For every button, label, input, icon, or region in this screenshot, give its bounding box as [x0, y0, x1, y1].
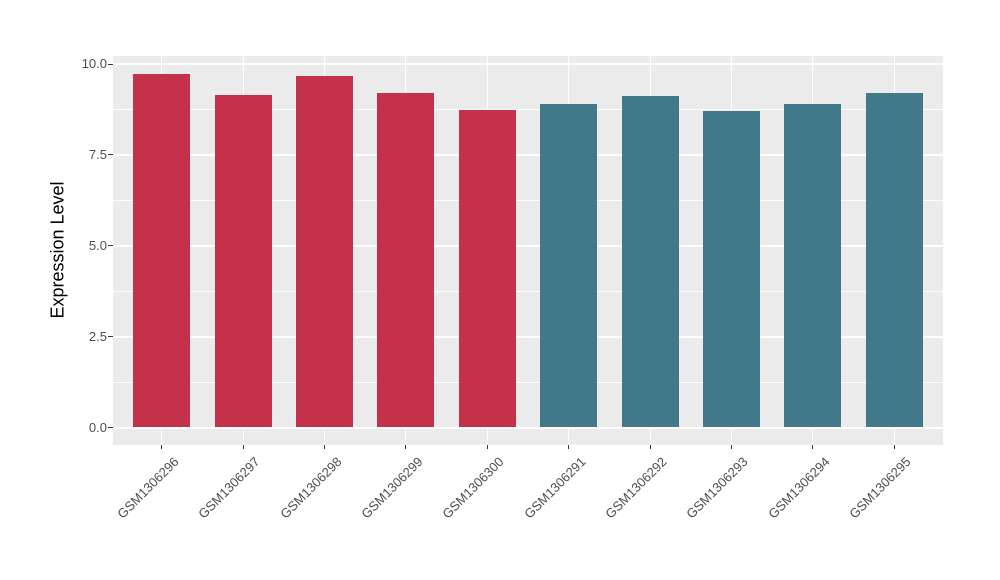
plot-panel: [113, 56, 943, 445]
bar-GSM1306291: [540, 103, 598, 428]
minor-gridline: [113, 381, 943, 383]
bar-GSM1306292: [621, 95, 679, 428]
y-tick-mark: [108, 245, 113, 247]
y-tick-mark: [108, 336, 113, 338]
x-tick-mark: [812, 445, 814, 449]
x-tick-mark: [649, 445, 651, 449]
x-tick-mark: [893, 445, 895, 449]
bar-GSM1306297: [214, 94, 272, 428]
x-tick-mark: [324, 445, 326, 449]
bar-GSM1306293: [702, 110, 760, 428]
major-gridline: [113, 335, 943, 338]
y-tick-mark: [108, 427, 113, 428]
bar-GSM1306295: [865, 93, 923, 428]
major-gridline: [113, 244, 943, 247]
y-tick-mark: [108, 154, 113, 156]
bar-GSM1306298: [296, 75, 354, 428]
y-tick-label: 5.0: [88, 237, 107, 253]
minor-gridline: [113, 108, 943, 110]
minor-gridline: [113, 199, 943, 201]
y-tick-label: 0.0: [88, 419, 107, 435]
bar-GSM1306296: [133, 74, 191, 428]
x-tick-mark: [730, 445, 732, 449]
y-tick-label: 10.0: [81, 56, 107, 71]
x-tick-mark: [568, 445, 570, 449]
y-tick-label: 7.5: [88, 146, 107, 162]
minor-gridline: [113, 290, 943, 292]
major-gridline: [113, 153, 943, 156]
major-gridline: [113, 63, 943, 65]
bar-GSM1306300: [458, 109, 516, 428]
bar-GSM1306299: [377, 93, 435, 428]
x-tick-mark: [242, 445, 244, 449]
x-tick-mark: [486, 445, 488, 449]
x-tick-mark: [161, 445, 163, 449]
x-tick-mark: [405, 445, 407, 449]
y-tick-label: 2.5: [88, 328, 107, 344]
y-tick-mark: [108, 63, 113, 65]
major-gridline: [113, 426, 943, 429]
bar-GSM1306294: [784, 103, 842, 428]
